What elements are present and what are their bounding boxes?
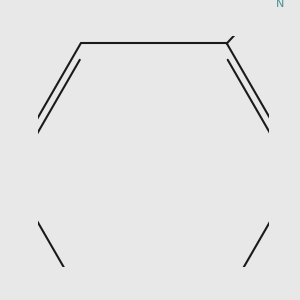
Text: N: N [276, 0, 284, 9]
